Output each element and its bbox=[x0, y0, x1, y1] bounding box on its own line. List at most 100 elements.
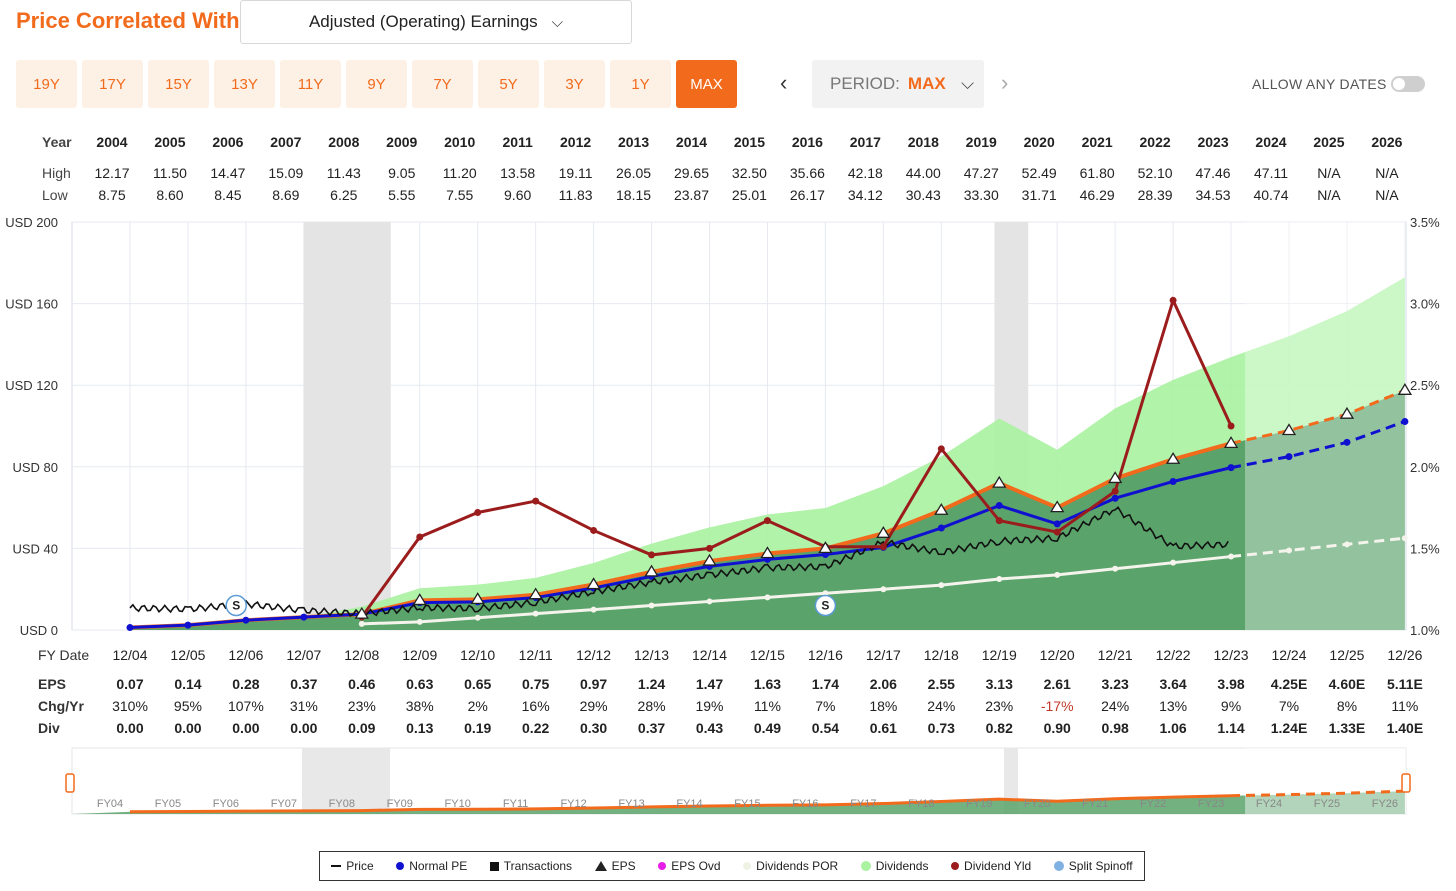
legend-item-eps-ovd[interactable]: EPS Ovd bbox=[658, 859, 721, 873]
period-button-7y[interactable]: 7Y bbox=[412, 60, 473, 108]
period-button-17y[interactable]: 17Y bbox=[82, 60, 143, 108]
x-tick-label: 12/09 bbox=[402, 647, 437, 663]
high-cell: N/A bbox=[1317, 165, 1341, 181]
eps-table-cell-eps: 1.63 bbox=[753, 676, 782, 692]
high-cell: 32.50 bbox=[731, 165, 767, 181]
legend-item-split-spinoff[interactable]: Split Spinoff bbox=[1053, 859, 1133, 873]
period-button-1y[interactable]: 1Y bbox=[610, 60, 671, 108]
low-cell: 11.83 bbox=[558, 187, 593, 203]
eps-table-cell-eps: 0.46 bbox=[348, 676, 376, 692]
overview-fy-label: FY09 bbox=[387, 798, 413, 810]
page-title: Price Correlated With bbox=[16, 8, 240, 33]
high-cell: 11.50 bbox=[152, 165, 187, 181]
eps-table-cell-eps: 4.25E bbox=[1270, 676, 1308, 692]
high-cell: 29.65 bbox=[673, 165, 710, 181]
low-cell: 26.17 bbox=[789, 187, 825, 203]
next-period-arrow-icon[interactable]: › bbox=[1001, 70, 1009, 95]
legend-item-transactions[interactable]: Transactions bbox=[489, 859, 572, 873]
eps-table-cell-chg: 9% bbox=[1220, 698, 1242, 714]
legend-item-price[interactable]: Price bbox=[331, 859, 374, 873]
period-button-11y[interactable]: 11Y bbox=[280, 60, 341, 108]
dividends-por-point bbox=[1343, 541, 1350, 548]
dividends-por-point bbox=[1054, 571, 1061, 578]
prev-period-arrow-icon[interactable]: ‹ bbox=[780, 70, 788, 95]
eps-marker bbox=[528, 587, 543, 600]
eps-table-cell-chg: 23% bbox=[347, 698, 376, 714]
x-tick-label: 12/08 bbox=[344, 647, 379, 663]
eps-table-cell-eps: 0.07 bbox=[116, 676, 144, 692]
eps-table-cell-eps: 1.47 bbox=[695, 676, 724, 692]
legend-item-eps[interactable]: EPS bbox=[594, 859, 636, 873]
low-cell: 7.55 bbox=[446, 187, 474, 203]
high-cell: 11.20 bbox=[442, 165, 477, 181]
eps-marker bbox=[586, 577, 601, 590]
eps-table-cell-chg: 13% bbox=[1159, 698, 1188, 714]
legend-marker-icon bbox=[396, 862, 405, 870]
normal-pe-point bbox=[1285, 453, 1293, 461]
eps-table-cell-div: 0.00 bbox=[116, 720, 144, 736]
allow-any-dates-toggle[interactable] bbox=[1391, 76, 1425, 92]
overview-fy-label: FY15 bbox=[734, 798, 760, 810]
legend-item-normal-pe[interactable]: Normal PE bbox=[396, 859, 467, 873]
normal-pe-point bbox=[1227, 464, 1235, 472]
period-button-15y[interactable]: 15Y bbox=[148, 60, 209, 108]
high-cell: 14.47 bbox=[210, 165, 246, 181]
eps-table-cell-div: 0.00 bbox=[174, 720, 202, 736]
low-cell: 9.60 bbox=[504, 187, 532, 203]
y-left-tick-label: USD 120 bbox=[5, 378, 58, 393]
low-cell: 33.30 bbox=[963, 187, 999, 203]
dividends-por-forecast bbox=[1230, 536, 1406, 559]
x-tick-label: 12/25 bbox=[1329, 647, 1364, 663]
overview-fy-label: FY25 bbox=[1314, 798, 1340, 810]
eps-table-label-chg: Chg/Yr bbox=[38, 698, 84, 714]
low-cell: 30.43 bbox=[905, 187, 941, 203]
legend-marker-icon bbox=[594, 861, 607, 871]
legend-item-dividend-yld[interactable]: Dividend Yld bbox=[951, 859, 1031, 873]
overview-fy-label: FY21 bbox=[1082, 798, 1108, 810]
y-right-tick-label: 3.5% bbox=[1410, 215, 1440, 230]
normal-pe-forecast-line bbox=[1230, 420, 1406, 470]
high-cell: N/A bbox=[1375, 165, 1399, 181]
year-cell: 2007 bbox=[270, 134, 302, 150]
overview-fy-label: FY14 bbox=[676, 798, 702, 810]
year-cell: 2016 bbox=[791, 134, 823, 150]
eps-marker bbox=[1281, 423, 1297, 436]
eps-marker bbox=[1397, 383, 1413, 395]
period-button-max[interactable]: MAX bbox=[676, 60, 737, 108]
normal-pe-point bbox=[1169, 477, 1177, 485]
low-row-label: Low bbox=[42, 187, 68, 203]
eps-table-cell-eps: 4.60E bbox=[1328, 676, 1366, 692]
high-cell: 61.80 bbox=[1079, 165, 1115, 181]
period-button-9y[interactable]: 9Y bbox=[346, 60, 407, 108]
eps-marker bbox=[644, 564, 659, 577]
eps-marker bbox=[818, 541, 833, 554]
eps-table-cell-div: 0.30 bbox=[579, 720, 608, 736]
year-cell: 2024 bbox=[1255, 134, 1287, 150]
eps-table-cell-chg: 19% bbox=[695, 698, 724, 714]
eps-table-cell-chg: 8% bbox=[1336, 698, 1358, 714]
overview-fy-label: FY16 bbox=[792, 798, 818, 810]
eps-table-cell-eps: 0.75 bbox=[522, 676, 550, 692]
metric-select[interactable]: Adjusted (Operating) Earnings ⌵ bbox=[240, 0, 632, 44]
dividend-yield-point bbox=[1111, 487, 1119, 495]
overview-fy-label: FY10 bbox=[445, 798, 471, 810]
legend-item-dividends[interactable]: Dividends bbox=[860, 859, 928, 873]
overview-navigator[interactable]: FY04 FY05 FY06 FY07 FY08 FY09 FY10 FY11 FY12 FY13… bbox=[0, 744, 1456, 830]
eps-table-cell-eps: 1.24 bbox=[637, 676, 666, 692]
year-cell: 2011 bbox=[502, 134, 533, 150]
overview-eps-line bbox=[129, 794, 1232, 814]
legend-item-dividends-por[interactable]: Dividends POR bbox=[743, 859, 838, 873]
eps-table-cell-chg: -17% bbox=[1040, 698, 1074, 714]
year-cell: 2008 bbox=[328, 134, 360, 150]
period-select[interactable]: PERIOD: MAX ⌵ bbox=[812, 60, 984, 108]
eps-table-cell-chg: 11% bbox=[1391, 698, 1419, 714]
period-button-5y[interactable]: 5Y bbox=[478, 60, 539, 108]
eps-marker bbox=[1165, 451, 1181, 464]
x-tick-label: 12/17 bbox=[866, 647, 901, 663]
overview-right-handle[interactable] bbox=[1401, 773, 1411, 793]
dividends-por-point bbox=[416, 618, 423, 625]
period-button-13y[interactable]: 13Y bbox=[214, 60, 275, 108]
period-button-19y[interactable]: 19Y bbox=[16, 60, 77, 108]
overview-left-handle[interactable] bbox=[65, 773, 75, 793]
period-button-3y[interactable]: 3Y bbox=[544, 60, 605, 108]
